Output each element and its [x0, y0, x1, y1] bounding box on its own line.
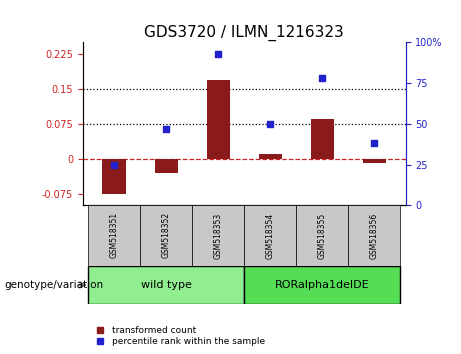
Legend: transformed count, percentile rank within the sample: transformed count, percentile rank withi… — [88, 322, 269, 349]
Bar — [88, 266, 244, 304]
Bar — [244, 205, 296, 266]
Bar — [102, 159, 126, 194]
Text: genotype/variation: genotype/variation — [5, 280, 104, 290]
Bar — [244, 266, 401, 304]
Text: RORalpha1delDE: RORalpha1delDE — [275, 280, 370, 290]
Bar — [192, 205, 244, 266]
Point — [319, 75, 326, 81]
Point — [163, 126, 170, 132]
Point — [111, 162, 118, 167]
Bar — [259, 154, 282, 159]
Bar — [363, 159, 386, 164]
Text: GSM518352: GSM518352 — [162, 212, 171, 258]
Text: GSM518355: GSM518355 — [318, 212, 327, 258]
Text: GSM518356: GSM518356 — [370, 212, 379, 258]
Title: GDS3720 / ILMN_1216323: GDS3720 / ILMN_1216323 — [144, 25, 344, 41]
Bar — [311, 119, 334, 159]
Text: GSM518351: GSM518351 — [110, 212, 119, 258]
Text: wild type: wild type — [141, 280, 192, 290]
Text: GSM518354: GSM518354 — [266, 212, 275, 258]
Bar — [207, 80, 230, 159]
Bar — [140, 205, 192, 266]
Point — [266, 121, 274, 127]
Bar — [154, 159, 178, 173]
Text: GSM518353: GSM518353 — [214, 212, 223, 258]
Bar — [296, 205, 349, 266]
Bar — [349, 205, 401, 266]
Point — [215, 51, 222, 57]
Bar — [88, 205, 140, 266]
Point — [371, 141, 378, 146]
